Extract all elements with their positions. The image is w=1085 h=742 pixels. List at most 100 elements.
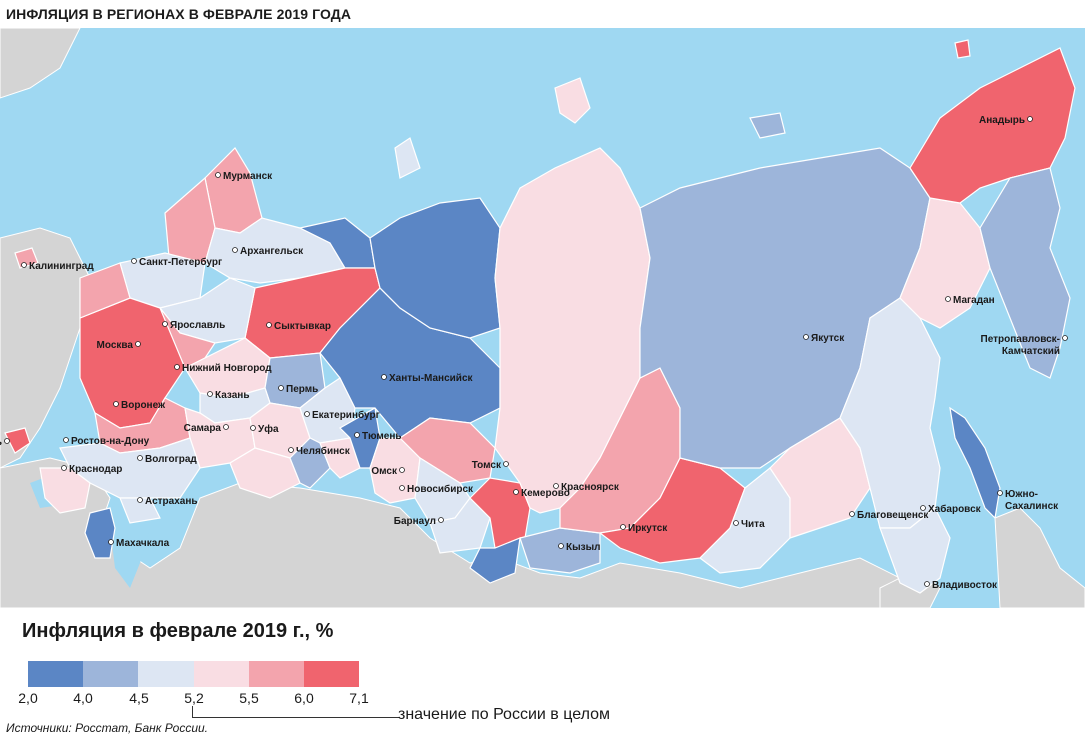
city-marker[interactable]: Кызыл [558, 542, 601, 553]
city-marker[interactable]: Томск [472, 460, 509, 471]
city-label: Камчатский [1002, 346, 1060, 357]
region-kaliningrad[interactable] [14, 247, 39, 269]
city-marker[interactable]: Пермь [278, 384, 319, 395]
region-krasnodar[interactable] [39, 467, 91, 514]
legend-swatch-0 [28, 661, 84, 687]
region-pskov[interactable] [79, 262, 131, 319]
city-dot [61, 465, 67, 471]
city-label: Челябинск [296, 445, 351, 457]
page-title: ИНФЛЯЦИЯ В РЕГИОНАХ В ФЕВРАЛЕ 2019 ГОДА [6, 6, 352, 22]
region-crimea[interactable] [4, 427, 31, 454]
city-marker[interactable]: Ханты-Мансийск [381, 373, 474, 384]
city-dot [620, 524, 626, 530]
city-marker[interactable]: Тюмень [354, 431, 402, 442]
city-label: Астрахань [145, 496, 198, 507]
region-kurgan[interactable] [319, 437, 361, 479]
legend-tick-3: 5,2 [184, 690, 204, 706]
source-note: Источники: Росстат, Банк России. [6, 721, 208, 735]
city-label: Самара [184, 423, 222, 434]
city-marker[interactable]: Хабаровск [920, 503, 982, 515]
city-marker[interactable]: Воронеж [113, 400, 167, 411]
city-marker[interactable]: Ростов-на-Дону [63, 436, 150, 447]
city-marker[interactable]: Чита [733, 519, 766, 530]
city-marker[interactable]: Уфа [250, 423, 279, 435]
city-dot [920, 505, 926, 511]
city-dot [223, 424, 229, 430]
city-dot [63, 437, 69, 443]
region-chukotka[interactable] [909, 47, 1076, 204]
city-label: Санкт-Петербург [139, 256, 222, 268]
city-dot [113, 401, 119, 407]
city-dot [137, 455, 143, 461]
region-amur[interactable] [769, 417, 871, 539]
city-marker[interactable]: Омск [371, 466, 405, 477]
russia-value-pointer [192, 706, 399, 718]
city-marker[interactable]: Казань [207, 390, 250, 401]
city-marker[interactable]: Москва [97, 340, 141, 351]
city-dot [266, 322, 272, 328]
city-marker[interactable]: Южно-Сахалинск [997, 489, 1060, 512]
region-wrangel[interactable] [954, 39, 971, 59]
city-dot [1062, 335, 1068, 341]
city-marker[interactable]: Новосибирск [399, 483, 475, 495]
city-marker[interactable]: Якутск [803, 333, 846, 344]
city-marker[interactable]: Екатеринбург [304, 409, 380, 421]
europe-land [0, 227, 91, 469]
city-dot [108, 539, 114, 545]
region-dagestan[interactable] [84, 507, 116, 559]
city-dot [399, 467, 405, 473]
region-yaroslavl[interactable] [159, 307, 216, 369]
city-marker[interactable]: Волгоград [137, 454, 198, 465]
city-marker[interactable]: Кемерово [513, 488, 570, 499]
region-sakhalin[interactable] [949, 406, 1001, 520]
city-dot [924, 581, 930, 587]
region-altai-rep[interactable] [469, 537, 521, 584]
legend-bar [28, 661, 360, 687]
city-marker[interactable]: Краснодар [61, 464, 123, 475]
city-marker[interactable]: Мурманск [215, 171, 274, 182]
city-marker[interactable]: Махачкала [108, 538, 170, 549]
city-dot [945, 296, 951, 302]
region-primorye[interactable] [879, 507, 951, 594]
city-marker[interactable]: Владивосток [924, 580, 999, 591]
legend-swatch-5 [303, 661, 360, 687]
city-dot [137, 497, 143, 503]
city-label: Мурманск [223, 171, 273, 182]
legend-tick-6: 7,1 [349, 690, 369, 706]
city-label: Тюмень [362, 431, 402, 442]
city-marker[interactable]: Петропавловск-Камчатский [981, 334, 1068, 357]
city-marker[interactable]: Нижний Новгород [174, 363, 273, 374]
city-marker[interactable]: Анадырь [979, 115, 1033, 126]
city-marker[interactable]: Астрахань [137, 496, 198, 507]
city-marker[interactable]: Благовещенск [849, 510, 930, 521]
city-marker[interactable]: Челябинск [288, 445, 351, 457]
city-label: Уфа [258, 423, 279, 435]
city-dot [733, 520, 739, 526]
city-marker[interactable]: Барнаул [394, 516, 444, 527]
city-marker[interactable]: Иркутск [620, 523, 669, 534]
region-kemerovo[interactable] [469, 477, 531, 549]
city-marker[interactable]: Красноярск [553, 482, 620, 493]
region-new-siberian-islands[interactable] [749, 112, 786, 139]
city-label: Ханты-Мансийск [389, 373, 474, 384]
legend-swatch-2 [138, 661, 194, 687]
city-marker[interactable]: Магадан [945, 295, 995, 306]
city-dot [288, 447, 294, 453]
city-label: Краснодар [69, 464, 122, 475]
city-marker[interactable]: Сыктывкар [266, 321, 332, 332]
city-marker[interactable]: Архангельск [232, 246, 305, 257]
city-dot [304, 411, 310, 417]
city-label: Калининград [29, 261, 94, 272]
city-marker[interactable]: Самара [184, 423, 229, 434]
city-marker[interactable]: Ярославль [162, 320, 226, 331]
legend-swatch-3 [193, 661, 249, 687]
legend-tick-0: 2,0 [18, 690, 38, 706]
city-marker[interactable]: Севастополь [0, 437, 10, 448]
region-severnaya-zemlya[interactable] [554, 77, 591, 124]
region-novaya-zemlya[interactable] [394, 137, 421, 179]
city-label: Сахалинск [1005, 501, 1059, 512]
city-label: Томск [472, 460, 502, 471]
city-marker[interactable]: Санкт-Петербург [131, 256, 223, 268]
region-kamchatka[interactable] [979, 167, 1071, 379]
city-marker[interactable]: Калининград [21, 261, 95, 272]
